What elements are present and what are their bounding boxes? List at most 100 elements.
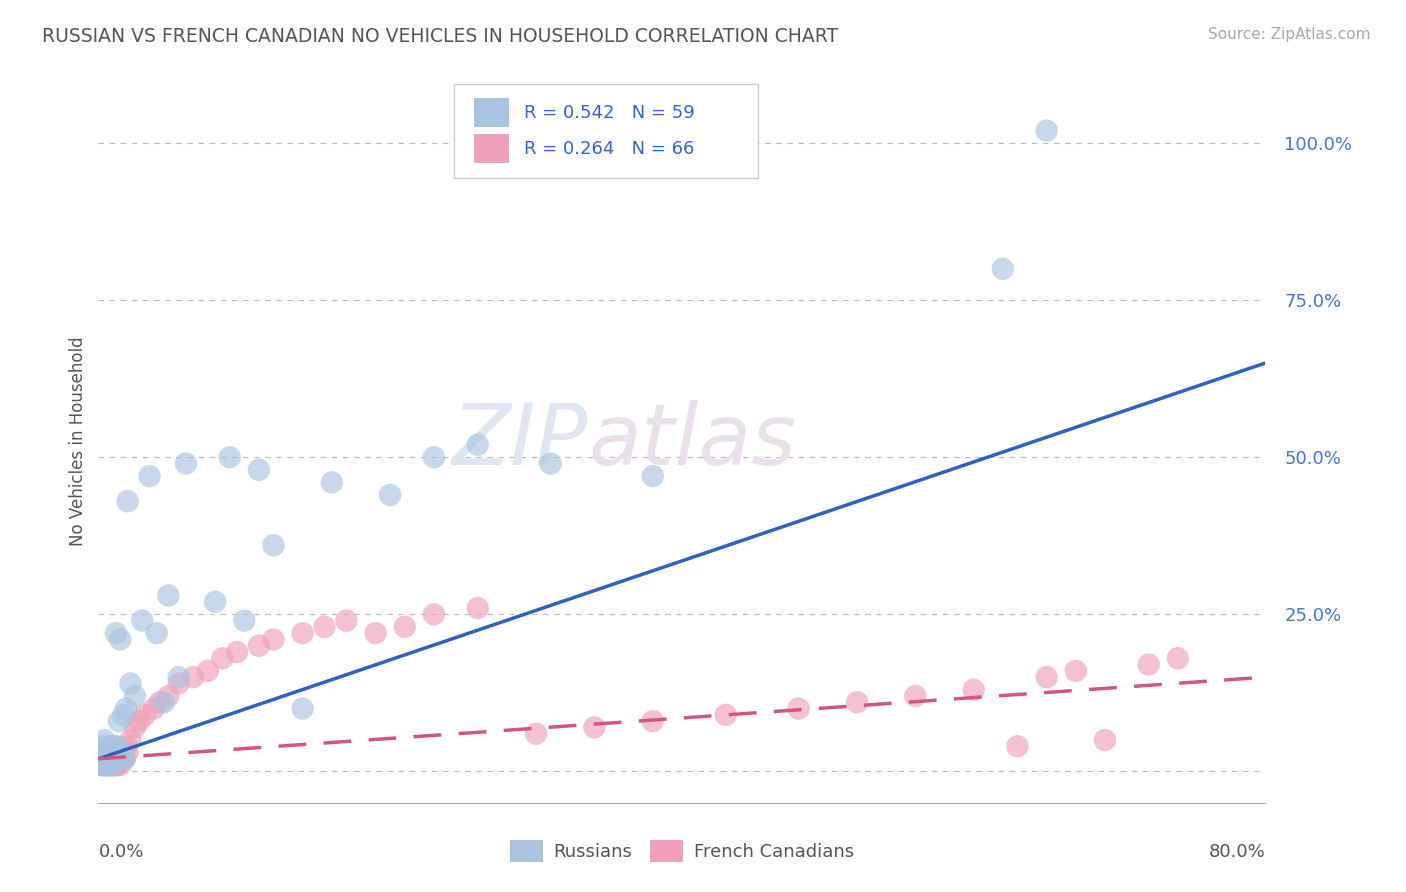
- Text: R = 0.542   N = 59: R = 0.542 N = 59: [524, 103, 695, 122]
- Point: [91, 758, 114, 772]
- Point: [115, 701, 138, 715]
- Point: [1035, 123, 1057, 137]
- Point: [100, 758, 122, 772]
- Point: [153, 695, 176, 709]
- Point: [97, 739, 120, 754]
- Point: [117, 746, 139, 760]
- Point: [104, 758, 127, 772]
- FancyBboxPatch shape: [454, 84, 758, 178]
- Point: [115, 739, 138, 754]
- Point: [157, 589, 180, 603]
- Point: [247, 639, 270, 653]
- Point: [97, 752, 120, 766]
- Point: [104, 746, 127, 760]
- Point: [105, 752, 128, 766]
- Point: [105, 739, 128, 754]
- Point: [204, 595, 226, 609]
- Point: [380, 488, 402, 502]
- Text: ZIP: ZIP: [453, 400, 589, 483]
- Point: [111, 746, 134, 760]
- Point: [105, 758, 128, 772]
- Text: R = 0.264   N = 66: R = 0.264 N = 66: [524, 140, 695, 158]
- Point: [104, 746, 127, 760]
- Point: [112, 707, 135, 722]
- Point: [98, 752, 121, 766]
- Point: [91, 752, 114, 766]
- Point: [146, 626, 169, 640]
- Point: [96, 746, 118, 760]
- Point: [101, 746, 124, 760]
- Point: [91, 739, 114, 754]
- Point: [103, 758, 125, 772]
- Text: 0.0%: 0.0%: [98, 843, 143, 861]
- Point: [1007, 739, 1029, 754]
- Point: [97, 758, 120, 772]
- Point: [1035, 670, 1057, 684]
- Point: [100, 752, 122, 766]
- Point: [335, 614, 357, 628]
- Point: [90, 758, 112, 772]
- Point: [904, 689, 927, 703]
- Point: [641, 469, 664, 483]
- Point: [96, 752, 118, 766]
- Point: [364, 626, 387, 640]
- Point: [100, 739, 122, 754]
- Point: [1064, 664, 1087, 678]
- Point: [524, 727, 547, 741]
- Point: [110, 758, 132, 772]
- Point: [105, 752, 128, 766]
- Point: [94, 746, 117, 760]
- Point: [787, 701, 810, 715]
- Point: [142, 701, 165, 715]
- Point: [128, 714, 150, 728]
- Point: [98, 758, 121, 772]
- Point: [114, 752, 136, 766]
- Point: [110, 632, 132, 647]
- Point: [98, 758, 121, 772]
- Point: [167, 670, 190, 684]
- Point: [262, 538, 284, 552]
- Point: [583, 720, 606, 734]
- Point: [93, 758, 115, 772]
- Point: [423, 607, 446, 622]
- Point: [103, 752, 125, 766]
- Point: [181, 670, 204, 684]
- Bar: [474, 98, 509, 128]
- Point: [108, 752, 131, 766]
- Text: 80.0%: 80.0%: [1209, 843, 1265, 861]
- Point: [197, 664, 219, 678]
- Point: [157, 689, 180, 703]
- Point: [120, 676, 142, 690]
- Point: [98, 752, 121, 766]
- Point: [96, 752, 118, 766]
- Point: [1094, 733, 1116, 747]
- Point: [96, 758, 118, 772]
- Point: [714, 707, 737, 722]
- Point: [93, 733, 115, 747]
- Point: [124, 720, 146, 734]
- Point: [211, 651, 233, 665]
- Point: [97, 758, 120, 772]
- Point: [846, 695, 869, 709]
- Point: [247, 463, 270, 477]
- Point: [112, 746, 135, 760]
- Bar: [474, 135, 509, 163]
- Point: [394, 620, 416, 634]
- Point: [1137, 657, 1160, 672]
- Point: [1167, 651, 1189, 665]
- Point: [174, 457, 197, 471]
- Point: [218, 450, 240, 465]
- Point: [108, 714, 131, 728]
- Point: [94, 758, 117, 772]
- Y-axis label: No Vehicles in Household: No Vehicles in Household: [69, 336, 87, 547]
- Text: Source: ZipAtlas.com: Source: ZipAtlas.com: [1208, 27, 1371, 42]
- Point: [103, 752, 125, 766]
- Point: [291, 626, 314, 640]
- Point: [226, 645, 249, 659]
- Point: [467, 438, 489, 452]
- Point: [149, 695, 172, 709]
- Point: [314, 620, 336, 634]
- Point: [101, 758, 124, 772]
- Point: [991, 261, 1014, 276]
- Point: [94, 752, 117, 766]
